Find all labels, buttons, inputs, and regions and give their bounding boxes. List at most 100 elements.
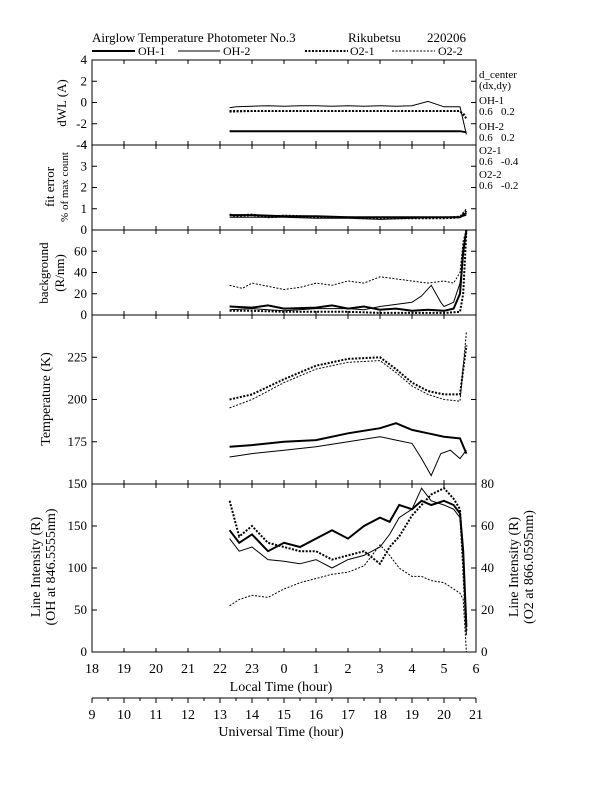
li-left-ylabel-2: (OH at 846.5555nm): [44, 508, 59, 625]
universal-tick-label-11: 20: [437, 708, 451, 723]
series-dWL-oh-1: [229, 130, 467, 134]
side-oh2-value: 0.6 0.2: [479, 132, 515, 144]
legend-label-o21: O2-1: [350, 44, 375, 58]
series-dWL-o2-1: [229, 110, 468, 120]
side-subheader: (dx,dy): [479, 80, 511, 92]
universal-time-label: Universal Time (hour): [218, 725, 344, 740]
series-background-o2-2: [229, 229, 467, 291]
ytick-label-line_intensity-0: 0: [81, 644, 88, 659]
ytick-label-line_intensity-3: 150: [68, 518, 88, 533]
side-o21-label: O2-1: [479, 145, 502, 157]
universal-tick-label-0: 9: [89, 708, 96, 723]
local-tick-label-12: 6: [473, 662, 480, 677]
ytick-label-dWL-1: -2: [76, 116, 87, 131]
series-temperature-oh-2: [229, 436, 467, 477]
ytick-label-dWL-2: 0: [81, 95, 88, 110]
universal-tick-label-8: 17: [341, 708, 355, 723]
legend-label-oh1: OH-1: [138, 44, 165, 58]
panel-frame-background: [91, 229, 477, 316]
chart-title: Airglow Temperature Photometer No.3: [92, 30, 296, 45]
series-fit_error-o2-1: [229, 210, 468, 220]
ytick-label-temperature-2: 200: [68, 392, 88, 407]
universal-tick-label-7: 16: [309, 708, 323, 723]
universal-tick-label-2: 11: [149, 708, 162, 723]
local-tick-label-5: 23: [245, 662, 259, 677]
series-temperature-o2-1: [229, 345, 468, 401]
legend-label-o22: O2-2: [438, 44, 463, 58]
ytick-r-label-line_intensity-3: 60: [481, 518, 494, 533]
ytick-label-dWL-4: 4: [81, 52, 88, 67]
ytick-label-background-1: 20: [74, 286, 87, 301]
universal-tick-label-12: 21: [469, 708, 483, 723]
panel-frame-dWL: [91, 59, 477, 146]
series-temperature-o2-2: [229, 331, 467, 409]
local-tick-label-0: 18: [85, 662, 99, 677]
ytick-label-fit_error-0: 0: [81, 222, 88, 237]
side-o22-label: O2-2: [479, 169, 502, 181]
temp-ylabel: Temperature (K): [39, 352, 54, 446]
ytick-label-background-0: 0: [81, 307, 88, 322]
local-tick-label-2: 20: [149, 662, 163, 677]
side-oh1-value: 0.6 0.2: [479, 106, 515, 118]
ytick-label-background-2: 40: [74, 265, 87, 280]
local-tick-label-9: 3: [377, 662, 384, 677]
local-tick-label-1: 19: [117, 662, 131, 677]
universal-tick-label-10: 19: [405, 708, 419, 723]
panel-frame-temperature: [91, 314, 477, 485]
series-line_intensity-oh-2: [229, 487, 467, 636]
ytick-label-line_intensity-1: 50: [74, 602, 87, 617]
ytick-r-label-line_intensity-0: 0: [481, 644, 488, 659]
series-line_intensity-o2-1: [228, 486, 468, 632]
ytick-label-fit_error-1: 1: [81, 201, 88, 216]
ytick-r-label-line_intensity-2: 40: [481, 560, 494, 575]
li-right-ylabel-1: Line Intensity (R): [507, 517, 522, 618]
local-time-label: Local Time (hour): [230, 680, 333, 695]
fit-ylabel-1: fit error: [42, 166, 57, 207]
plot-layer: -4-2024012340204060150175200225050100150…: [68, 52, 495, 723]
side-oh1-label: OH-1: [479, 95, 504, 107]
side-header: d_center: [479, 69, 517, 81]
ytick-label-temperature-0: 150: [68, 476, 88, 491]
local-tick-label-6: 0: [281, 662, 288, 677]
bg-ylabel-2: (R/nm): [52, 254, 67, 292]
ytick-label-dWL-0: -4: [76, 137, 87, 152]
local-tick-label-7: 1: [313, 662, 320, 677]
panel-labels: dWL (A) fit error % of max count backgro…: [29, 79, 537, 625]
ytick-label-fit_error-2: 2: [81, 180, 88, 195]
side-o21-value: 0.6 -0.4: [479, 156, 519, 168]
local-tick-label-10: 4: [409, 662, 416, 677]
universal-tick-label-1: 10: [117, 708, 131, 723]
universal-tick-label-4: 13: [213, 708, 227, 723]
dwl-ylabel: dWL (A): [54, 79, 69, 127]
universal-tick-label-3: 12: [181, 708, 195, 723]
ytick-label-fit_error-4: 4: [81, 137, 88, 152]
li-left-ylabel-1: Line Intensity (R): [29, 517, 44, 618]
fit-ylabel-2: % of max count: [59, 152, 71, 222]
ytick-label-temperature-1: 175: [68, 434, 88, 449]
legend: OH-1 OH-2 O2-1 O2-2: [92, 44, 463, 58]
series-background-o2-1: [229, 229, 468, 314]
local-tick-label-8: 2: [345, 662, 352, 677]
series-line_intensity-oh-1: [228, 499, 468, 627]
universal-tick-label-9: 18: [373, 708, 387, 723]
side-oh2-label: OH-2: [479, 121, 504, 133]
ytick-label-background-3: 60: [74, 243, 87, 258]
series-dWL-o2-2: [229, 111, 467, 116]
universal-tick-label-6: 15: [277, 708, 291, 723]
local-tick-label-11: 5: [441, 662, 448, 677]
bg-ylabel-1: background: [36, 242, 51, 304]
series-temperature-oh-1: [229, 422, 468, 454]
universal-tick-label-5: 14: [245, 708, 259, 723]
ytick-r-label-line_intensity-1: 20: [481, 602, 494, 617]
ytick-label-line_intensity-2: 100: [68, 560, 88, 575]
series-dWL-oh-2: [229, 100, 467, 135]
series-background-oh-2: [229, 229, 467, 312]
ytick-label-dWL-3: 2: [81, 73, 88, 88]
ytick-label-temperature-3: 225: [68, 349, 88, 364]
series-background-oh-1: [229, 229, 468, 312]
series-fit_error-o2-2: [229, 208, 467, 218]
series-line_intensity-o2-2: [229, 544, 467, 653]
legend-label-oh2: OH-2: [223, 44, 250, 58]
side-o22-value: 0.6 -0.2: [479, 180, 518, 192]
